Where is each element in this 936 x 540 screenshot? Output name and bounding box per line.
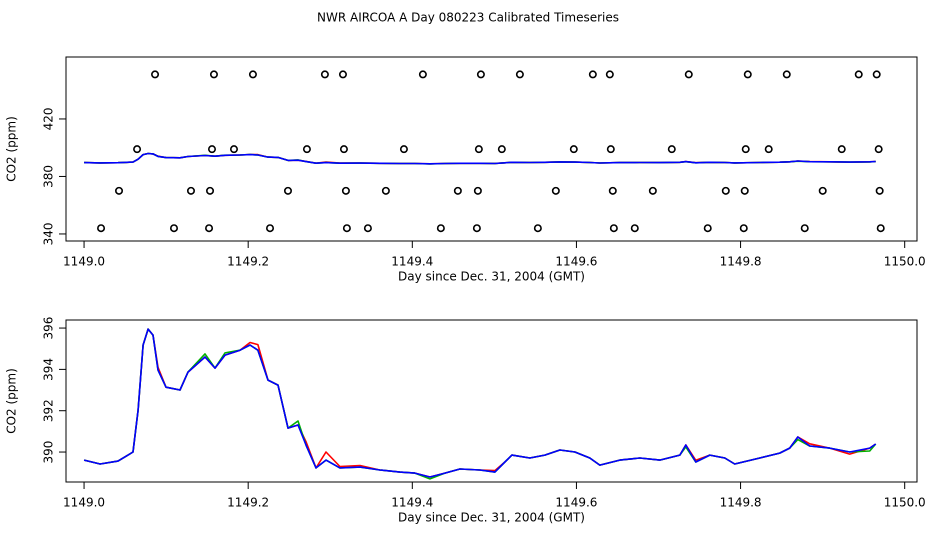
y-tick-label: 380 bbox=[42, 165, 56, 188]
data-point bbox=[473, 186, 482, 195]
data-point bbox=[206, 186, 215, 195]
data-point bbox=[209, 70, 218, 79]
data-point bbox=[169, 224, 178, 233]
data-point bbox=[151, 70, 160, 79]
data-point bbox=[782, 70, 791, 79]
data-point bbox=[229, 145, 238, 154]
data-point bbox=[418, 70, 427, 79]
data-point bbox=[515, 70, 524, 79]
x-tick-label: 1149.6 bbox=[555, 255, 597, 269]
data-point bbox=[721, 186, 730, 195]
data-point bbox=[608, 186, 617, 195]
data-point bbox=[684, 70, 693, 79]
data-point bbox=[875, 186, 884, 195]
data-line bbox=[84, 152, 876, 165]
x-tick-label: 1149.4 bbox=[391, 496, 433, 510]
data-point bbox=[874, 145, 883, 154]
chart-title: NWR AIRCOA A Day 080223 Calibrated Times… bbox=[317, 11, 619, 25]
data-point bbox=[533, 224, 542, 233]
data-point bbox=[588, 70, 597, 79]
data-point bbox=[453, 186, 462, 195]
data-point bbox=[248, 70, 257, 79]
data-point bbox=[739, 224, 748, 233]
data-point bbox=[381, 186, 390, 195]
y-tick-label: 392 bbox=[42, 399, 56, 422]
y-tick-label: 340 bbox=[42, 223, 56, 246]
data-point bbox=[609, 224, 618, 233]
data-point bbox=[667, 145, 676, 154]
data-point bbox=[837, 145, 846, 154]
y-tick-label: 420 bbox=[42, 108, 56, 131]
x-tick-label: 1149.0 bbox=[63, 496, 105, 510]
x-tick-label: 1149.2 bbox=[227, 496, 269, 510]
x-tick-label: 1150.0 bbox=[884, 255, 926, 269]
data-point bbox=[339, 145, 348, 154]
data-point bbox=[474, 145, 483, 154]
x-tick-label: 1149.4 bbox=[391, 255, 433, 269]
y-tick-label: 394 bbox=[42, 358, 56, 381]
x-tick-label: 1149.8 bbox=[720, 496, 762, 510]
data-point bbox=[363, 224, 372, 233]
data-point bbox=[872, 70, 881, 79]
data-line bbox=[83, 328, 877, 478]
data-point bbox=[207, 145, 216, 154]
data-point bbox=[338, 70, 347, 79]
data-point bbox=[630, 224, 639, 233]
data-point bbox=[854, 70, 863, 79]
data-point bbox=[341, 186, 350, 195]
data-point bbox=[743, 70, 752, 79]
data-point bbox=[569, 145, 578, 154]
data-point bbox=[133, 145, 142, 154]
data-point bbox=[741, 145, 750, 154]
x-tick-label: 1149.6 bbox=[555, 496, 597, 510]
x-axis-label: Day since Dec. 31, 2004 (GMT) bbox=[398, 511, 585, 525]
x-tick-label: 1149.2 bbox=[227, 255, 269, 269]
data-point bbox=[302, 145, 311, 154]
data-point bbox=[472, 224, 481, 233]
data-point bbox=[283, 186, 292, 195]
data-point bbox=[436, 224, 445, 233]
data-point bbox=[606, 145, 615, 154]
data-point bbox=[818, 186, 827, 195]
x-tick-label: 1149.0 bbox=[63, 255, 105, 269]
y-axis-label: CO2 (ppm) bbox=[5, 368, 19, 434]
data-point bbox=[703, 224, 712, 233]
data-point bbox=[186, 186, 195, 195]
data-point bbox=[497, 145, 506, 154]
data-point bbox=[399, 145, 408, 154]
data-point bbox=[800, 224, 809, 233]
data-point bbox=[648, 186, 657, 195]
data-point bbox=[115, 186, 124, 195]
x-tick-label: 1149.8 bbox=[720, 255, 762, 269]
data-point bbox=[97, 224, 106, 233]
data-point bbox=[551, 186, 560, 195]
x-tick-label: 1150.0 bbox=[884, 496, 926, 510]
data-point bbox=[205, 224, 214, 233]
data-point bbox=[320, 70, 329, 79]
data-point bbox=[342, 224, 351, 233]
data-point bbox=[764, 145, 773, 154]
y-tick-label: 390 bbox=[42, 441, 56, 464]
data-point bbox=[476, 70, 485, 79]
y-axis-label: CO2 (ppm) bbox=[5, 116, 19, 182]
y-tick-label: 396 bbox=[42, 317, 56, 340]
data-point bbox=[876, 224, 885, 233]
data-point bbox=[740, 186, 749, 195]
x-axis-label: Day since Dec. 31, 2004 (GMT) bbox=[398, 270, 585, 284]
data-point bbox=[605, 70, 614, 79]
data-point bbox=[266, 224, 275, 233]
